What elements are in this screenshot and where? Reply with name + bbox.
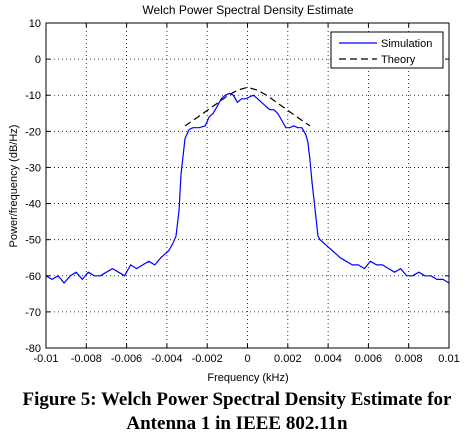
x-tick-label: -0.004 xyxy=(151,353,182,365)
y-tick-label: -30 xyxy=(25,162,41,174)
y-tick-label: 10 xyxy=(29,18,41,30)
y-tick-label: -80 xyxy=(25,343,41,355)
psd-figure: Welch Power Spectral Density Estimate -0… xyxy=(8,3,460,384)
x-tick-label: 0.006 xyxy=(355,353,383,365)
tick-layer: -0.01 -0.008 -0.006 -0.004 -0.002 0 0.002 0.004… xyxy=(25,18,460,365)
series-theory-line xyxy=(184,86,311,127)
y-tick-label: -10 xyxy=(25,90,41,102)
legend-box xyxy=(330,31,444,69)
x-tick-label: 0.01 xyxy=(438,353,459,365)
y-tick-label: -70 xyxy=(25,307,41,319)
x-tick-label: 0.008 xyxy=(395,353,423,365)
legend-simulation-label: Simulation xyxy=(381,38,432,50)
legend: Simulation Theory xyxy=(330,31,444,69)
y-tick-label: -20 xyxy=(25,126,41,138)
y-axis-label: Power/frequency (dB/Hz) xyxy=(8,125,20,248)
y-tick-label: -60 xyxy=(25,271,41,283)
x-tick-label: 0 xyxy=(244,353,250,365)
x-tick-label: 0.002 xyxy=(274,353,302,365)
x-tick-label: -0.01 xyxy=(33,353,58,365)
x-tick-label: -0.006 xyxy=(111,353,142,365)
y-tick-label: 0 xyxy=(35,54,41,66)
series-simulation-line xyxy=(45,92,450,284)
x-axis-label: Frequency (kHz) xyxy=(207,372,288,384)
x-tick-label: -0.008 xyxy=(71,353,102,365)
caption-line-1: Figure 5: Welch Power Spectral Density E… xyxy=(22,389,452,410)
y-tick-label: -50 xyxy=(25,235,41,247)
series-layer xyxy=(45,86,450,284)
legend-theory-label: Theory xyxy=(381,54,416,66)
figure-caption: Figure 5: Welch Power Spectral Density E… xyxy=(0,388,474,436)
y-tick-label: -40 xyxy=(25,199,41,211)
chart-title: Welch Power Spectral Density Estimate xyxy=(142,3,354,17)
x-tick-label: 0.004 xyxy=(314,353,342,365)
caption-line-2: Antenna 1 in IEEE 802.11n xyxy=(126,413,348,434)
x-tick-label: -0.002 xyxy=(192,353,223,365)
